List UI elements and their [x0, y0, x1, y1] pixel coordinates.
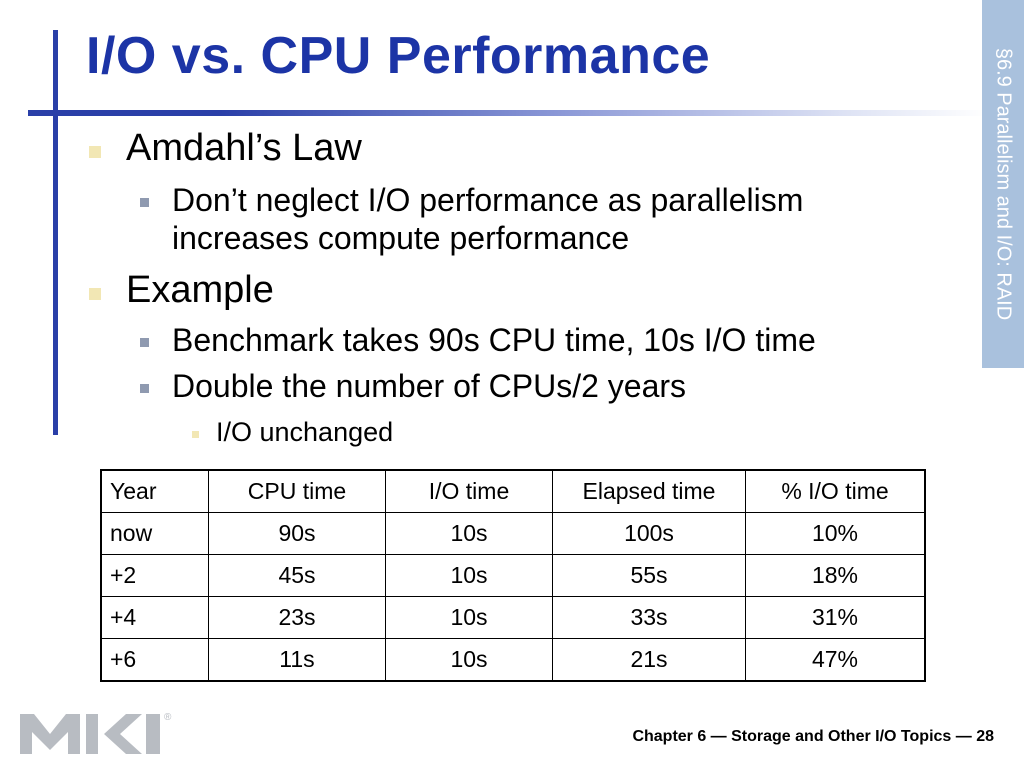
bullet-text: Don’t neglect I/O performance as paralle… — [172, 182, 804, 218]
bullet-square-icon — [140, 198, 149, 207]
table-cell: 90s — [208, 512, 386, 555]
table-cell: 18% — [745, 554, 926, 597]
table-cell: now — [100, 512, 209, 555]
table-cell: 47% — [745, 638, 926, 682]
table-header-cell: % I/O time — [745, 469, 926, 513]
table-header-row: Year CPU time I/O time Elapsed time % I/… — [100, 469, 926, 513]
slide-footer: Chapter 6 — Storage and Other I/O Topics… — [632, 728, 994, 745]
bullet-text: increases compute performance — [172, 220, 630, 256]
table-cell: 10s — [385, 596, 553, 639]
table-cell: 31% — [745, 596, 926, 639]
accent-horizontal-bar — [28, 110, 988, 116]
bullet-item-continuation: increases compute performance — [172, 220, 630, 256]
table-cell: 10s — [385, 554, 553, 597]
table-cell: +4 — [100, 596, 209, 639]
bullet-item: Benchmark takes 90s CPU time, 10s I/O ti… — [140, 322, 816, 358]
section-tab: §6.9 Parallelism and I/O: RAID — [982, 0, 1024, 368]
bullet-square-icon — [192, 431, 199, 438]
registered-mark: ® — [164, 712, 172, 723]
bullet-square-icon — [140, 384, 149, 393]
table-cell: 11s — [208, 638, 386, 682]
table-cell: 10% — [745, 512, 926, 555]
bullet-item: I/O unchanged — [192, 417, 394, 448]
table-header-cell: I/O time — [385, 469, 553, 513]
io-cpu-table: Year CPU time I/O time Elapsed time % I/… — [100, 469, 926, 682]
table-row: +6 11s 10s 21s 47% — [100, 638, 926, 682]
table-header-cell: Year — [100, 469, 209, 513]
table-row: +4 23s 10s 33s 31% — [100, 596, 926, 639]
bullet-item: Example — [89, 269, 274, 312]
table-cell: 33s — [552, 596, 746, 639]
mk-logo-icon: ® — [20, 712, 172, 754]
table-cell: 45s — [208, 554, 386, 597]
bullet-square-icon — [140, 338, 149, 347]
bullet-text: I/O unchanged — [216, 417, 394, 447]
table-cell: 55s — [552, 554, 746, 597]
bullet-text: Benchmark takes 90s CPU time, 10s I/O ti… — [172, 322, 816, 358]
bullet-square-icon — [89, 146, 101, 158]
table-cell: +2 — [100, 554, 209, 597]
bullet-item: Don’t neglect I/O performance as paralle… — [140, 182, 804, 218]
table-header-cell: CPU time — [208, 469, 386, 513]
bullet-square-icon — [89, 288, 101, 300]
bullet-text: Example — [126, 269, 274, 311]
table-cell: 10s — [385, 512, 553, 555]
table-cell: 100s — [552, 512, 746, 555]
accent-vertical-bar — [53, 30, 58, 435]
bullet-text: Double the number of CPUs/2 years — [172, 368, 687, 404]
table-cell: 10s — [385, 638, 553, 682]
bullet-item: Double the number of CPUs/2 years — [140, 368, 687, 404]
table-cell: 21s — [552, 638, 746, 682]
bullet-text: Amdahl’s Law — [126, 127, 362, 169]
bullet-item: Amdahl’s Law — [89, 127, 362, 170]
table-cell: 23s — [208, 596, 386, 639]
section-tab-label: §6.9 Parallelism and I/O: RAID — [992, 47, 1015, 321]
table-cell: +6 — [100, 638, 209, 682]
publisher-logo: ® — [20, 708, 180, 761]
slide-title: I/O vs. CPU Performance — [86, 27, 711, 85]
table-row: +2 45s 10s 55s 18% — [100, 554, 926, 597]
table-row: now 90s 10s 100s 10% — [100, 512, 926, 555]
table-header-cell: Elapsed time — [552, 469, 746, 513]
